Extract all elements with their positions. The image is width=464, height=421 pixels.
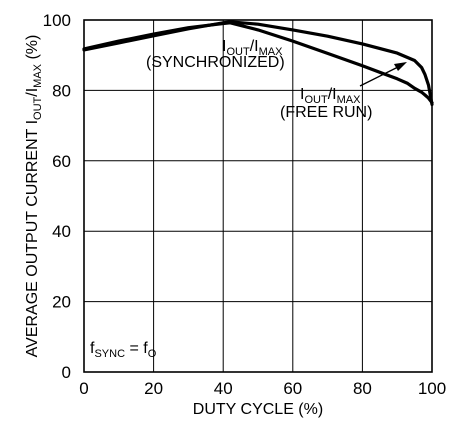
- annotation-sync-current: IOUT/IMAX: [222, 38, 283, 58]
- annotation-arrow-head: [394, 62, 407, 71]
- x-tick-label: 80: [353, 379, 372, 398]
- annotation-free-current: IOUT/IMAX: [300, 86, 361, 106]
- x-tick-label: 40: [214, 379, 233, 398]
- grid: [84, 20, 432, 372]
- y-tick-label: 20: [52, 293, 71, 312]
- fsync-label: fSYNC = fO: [90, 340, 157, 360]
- annotation-sync-label: (SYNCHRONIZED): [146, 54, 285, 71]
- x-tick-label: 60: [283, 379, 302, 398]
- y-tick-label: 0: [62, 363, 71, 382]
- x-tick-labels: 0 20 40 60 80 100: [79, 379, 446, 398]
- annotation-arrow-line: [359, 66, 399, 87]
- series-lines: [82, 20, 434, 107]
- x-tick-label: 20: [144, 379, 163, 398]
- x-tick-label: 100: [418, 379, 446, 398]
- series-line-free-run: [82, 21, 434, 105]
- y-tick-labels: 0 20 40 60 80 100: [43, 11, 71, 382]
- x-axis-title: DUTY CYCLE (%): [193, 401, 323, 418]
- y-tick-label: 100: [43, 11, 71, 30]
- x-tick-label: 0: [79, 379, 88, 398]
- y-tick-label: 80: [52, 81, 71, 100]
- annotation-free-label: (FREE RUN): [280, 104, 372, 121]
- y-tick-label: 60: [52, 152, 71, 171]
- y-tick-label: 40: [52, 222, 71, 241]
- y-axis-title: AVERAGE OUTPUT CURRENT IOUT/IMAX (%): [24, 35, 44, 358]
